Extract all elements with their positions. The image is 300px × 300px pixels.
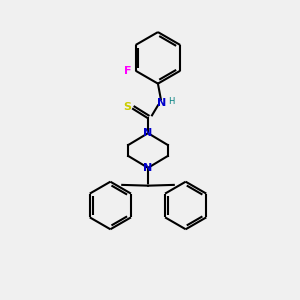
Text: S: S [123, 102, 131, 112]
Text: N: N [143, 128, 153, 138]
Text: H: H [169, 97, 175, 106]
Text: F: F [124, 66, 131, 76]
Text: N: N [143, 163, 153, 173]
Text: N: N [157, 98, 167, 108]
